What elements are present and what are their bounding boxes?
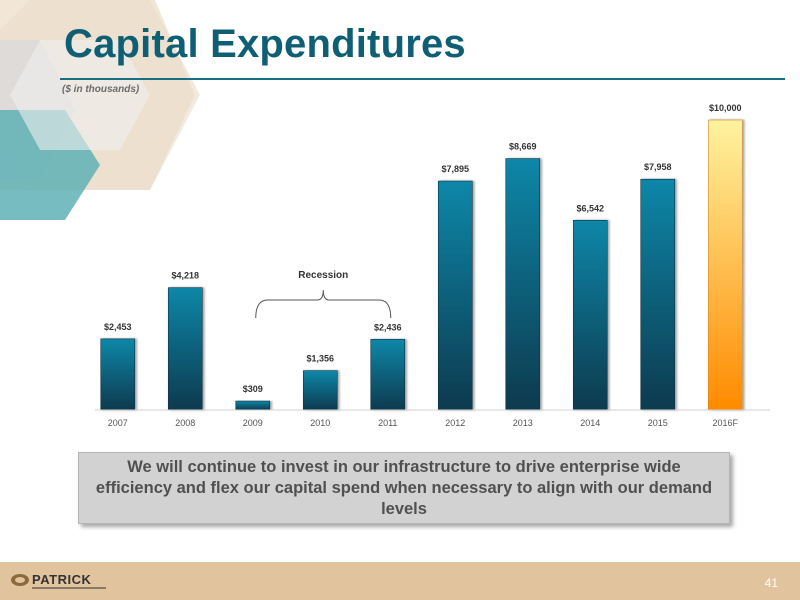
chart-units-note: ($ in thousands)	[62, 84, 140, 95]
bar-2009	[235, 400, 271, 411]
data-label-2007: $2,453	[104, 322, 132, 332]
bar-2008	[167, 287, 203, 411]
x-tick-label-2010: 2010	[310, 418, 330, 428]
x-tick-label-2012: 2012	[445, 418, 465, 428]
footer-bar: PATRICK 41	[0, 562, 800, 600]
bar-2011	[370, 339, 406, 411]
callout-text: We will continue to invest in our infras…	[95, 457, 713, 518]
callout-box: We will continue to invest in our infras…	[78, 452, 730, 524]
data-label-2008: $4,218	[171, 271, 199, 281]
logo-tagline	[32, 587, 106, 589]
recession-brace	[255, 289, 392, 319]
data-label-2014: $6,542	[576, 203, 604, 213]
x-tick-label-2007: 2007	[108, 418, 128, 428]
slide-title: Capital Expenditures	[64, 22, 466, 66]
page-number: 41	[764, 576, 778, 590]
x-tick-label-2015: 2015	[648, 418, 668, 428]
x-tick-label-2008: 2008	[175, 418, 195, 428]
title-divider	[60, 78, 785, 80]
data-label-2011: $2,436	[374, 322, 402, 332]
x-tick-label-2013: 2013	[513, 418, 533, 428]
bar-2014	[572, 219, 608, 411]
x-tick-label-2009: 2009	[243, 418, 263, 428]
recession-annotation-label: Recession	[298, 270, 348, 281]
bar-2016F	[707, 119, 743, 411]
x-tick-label-2016F: 2016F	[712, 418, 738, 428]
bar-2010	[302, 370, 338, 411]
data-label-2013: $8,669	[509, 142, 537, 152]
company-logo: PATRICK	[10, 572, 110, 594]
data-label-2010: $1,356	[306, 354, 334, 364]
bar-2015	[640, 178, 676, 411]
hexagon-decoration	[0, 0, 200, 220]
data-label-2015: $7,958	[644, 162, 672, 172]
x-tick-label-2014: 2014	[580, 418, 600, 428]
bar-2012	[437, 180, 473, 411]
bar-2013	[505, 158, 541, 411]
logo-mark-icon	[11, 574, 29, 586]
data-label-2016F: $10,000	[709, 103, 742, 113]
data-label-2012: $7,895	[441, 164, 469, 174]
bar-2007	[100, 338, 136, 411]
data-label-2009: $309	[243, 384, 263, 394]
x-tick-label-2011: 2011	[378, 418, 397, 428]
logo-wordmark: PATRICK	[32, 572, 92, 587]
